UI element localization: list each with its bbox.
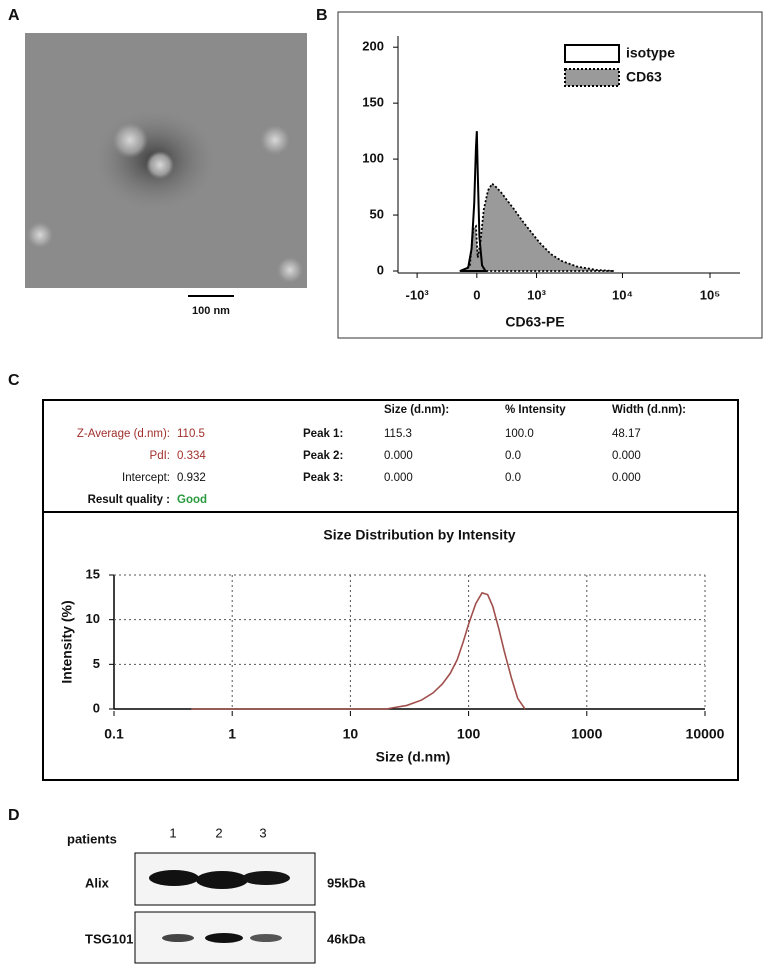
summary-value: 0.334 [177, 450, 206, 462]
peak-cell: 100.0 [505, 428, 534, 440]
tem-image [25, 33, 307, 288]
x-tick-label: 1000 [571, 726, 602, 742]
summary-label: Result quality : [88, 494, 170, 506]
x-tick-label: 0.1 [104, 726, 124, 742]
peak-cell: 0.000 [384, 450, 413, 462]
flow-histogram: CD63-PE 0 50 100 150 200 -10³ 0 10³ 10⁴ 10⁵ isotype… [362, 36, 740, 330]
x-tick-label: 10 [343, 726, 359, 742]
y-axis-label: Intensity (%) [59, 600, 75, 683]
blot-header: patients [67, 831, 117, 846]
legend-label: CD63 [626, 69, 662, 85]
table-header: Width (d.nm): [612, 404, 686, 416]
peak-cell: 48.17 [612, 428, 641, 440]
y-tick-label: 50 [370, 206, 384, 221]
scale-bar-label: 100 nm [192, 305, 230, 317]
western-blot: patients 1 2 3 Alix 95kDa TSG101 46kDa [67, 825, 366, 964]
band [149, 870, 199, 886]
x-tick-label: 100 [457, 726, 481, 742]
area [459, 131, 488, 272]
band [196, 871, 248, 889]
y-tick-label: 10 [86, 611, 100, 626]
panel-frame [337, 11, 763, 339]
line [191, 591, 526, 710]
y-tick-label: 100 [362, 151, 384, 166]
peak-cell: 0.0 [505, 472, 521, 484]
peak-cell: 0.000 [612, 450, 641, 462]
x-tick-label: 10000 [686, 726, 725, 742]
peak-cell: 0.000 [612, 472, 641, 484]
summary-label: PdI: [150, 450, 170, 462]
panel-label: B [316, 7, 328, 24]
dls-table: Size (d.nm): % Intensity Width (d.nm): Z… [77, 404, 686, 506]
table-header: Size (d.nm): [384, 404, 449, 416]
peak-cell: 115.3 [384, 428, 412, 440]
x-tick-label: -10³ [406, 287, 430, 302]
band [242, 871, 290, 885]
legend-label: isotype [626, 45, 675, 61]
x-tick-label: 10³ [527, 287, 546, 302]
peak-label: Peak 1: [303, 428, 343, 440]
band [250, 934, 282, 942]
y-tick-label: 0 [93, 700, 100, 715]
band [205, 933, 243, 943]
y-tick-label: 200 [362, 39, 384, 54]
peak-cell: 0.0 [505, 450, 521, 462]
area [461, 182, 615, 272]
y-tick-label: 0 [377, 262, 384, 277]
summary-value: 110.5 [177, 428, 205, 440]
lane-label: 2 [215, 825, 222, 840]
legend-swatch [564, 44, 620, 63]
peak-label: Peak 2: [303, 450, 343, 462]
summary-label: Z-Average (d.nm): [77, 428, 170, 440]
chart-title: Size Distribution by Intensity [323, 527, 515, 543]
summary-value: 0.932 [177, 472, 206, 484]
band [162, 934, 194, 942]
x-axis-label: CD63-PE [505, 314, 564, 330]
peak-cell: 0.000 [384, 472, 413, 484]
lane-label: 3 [259, 825, 266, 840]
weight-label: 95kDa [327, 875, 366, 890]
legend-swatch [564, 68, 620, 87]
y-tick-label: 150 [362, 95, 384, 110]
summary-value: Good [177, 494, 207, 506]
row-label: Alix [85, 875, 110, 890]
panel-frame [42, 399, 739, 781]
panel-label: C [8, 372, 20, 389]
size-distribution-chart: Size Distribution by Intensity Size (d.nm… [59, 527, 725, 765]
y-tick-label: 15 [86, 566, 100, 581]
x-axis-label: Size (d.nm) [376, 749, 451, 765]
table-header: % Intensity [505, 404, 566, 416]
lane-label: 1 [169, 825, 176, 840]
panel-label: A [8, 7, 20, 24]
x-tick-label: 1 [228, 726, 236, 742]
summary-label: Intercept: [122, 472, 170, 484]
peak-label: Peak 3: [303, 472, 343, 484]
x-tick-label: 0 [473, 287, 480, 302]
x-tick-label: 10⁵ [700, 287, 721, 302]
row-label: TSG101 [85, 931, 133, 946]
weight-label: 46kDa [327, 931, 366, 946]
y-tick-label: 5 [93, 656, 100, 671]
x-tick-label: 10⁴ [612, 287, 633, 302]
panel-label: D [8, 807, 20, 824]
